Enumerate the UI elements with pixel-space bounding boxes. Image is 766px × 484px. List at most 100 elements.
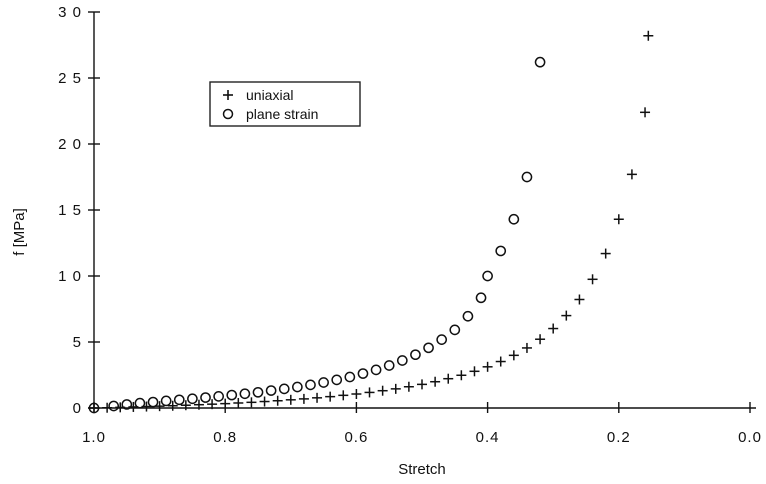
y-tick-label: 5	[73, 334, 82, 351]
data-point-uniaxial	[167, 400, 178, 411]
data-point-uniaxial	[246, 397, 257, 408]
data-point-plane-strain	[370, 364, 382, 376]
data-point-plane-strain	[121, 399, 133, 410]
data-point-plane-strain	[462, 310, 474, 322]
data-point-uniaxial	[535, 334, 546, 345]
data-point-plane-strain	[475, 292, 487, 304]
y-tick-label: 3 0	[58, 4, 82, 21]
legend: uniaxial plane strain	[209, 81, 361, 127]
data-point-uniaxial	[233, 397, 244, 408]
data-point-uniaxial	[643, 30, 654, 41]
data-point-plane-strain	[305, 379, 316, 391]
data-point-plane-strain	[278, 383, 290, 395]
y-axis-title: f [MPa]	[11, 208, 28, 256]
data-point-plane-strain	[331, 374, 343, 386]
data-point-plane-strain	[265, 385, 277, 396]
data-point-uniaxial	[626, 169, 637, 180]
series-plane-strain	[88, 56, 546, 414]
data-point-uniaxial	[587, 274, 598, 285]
data-point-plane-strain	[423, 342, 434, 354]
data-point-uniaxial	[613, 214, 624, 225]
data-point-plane-strain	[495, 245, 507, 257]
data-point-uniaxial	[390, 383, 401, 394]
data-point-plane-strain	[482, 270, 493, 282]
data-point-plane-strain	[160, 395, 172, 407]
data-point-plane-strain	[239, 388, 251, 400]
axes: 1.0 0.8 0.6 0.4 0.2 0.0 0 5 1 0 1 5 2 0 2 5 3 0	[58, 4, 762, 446]
data-point-uniaxial	[548, 323, 559, 334]
data-point-plane-strain	[213, 391, 224, 402]
data-point-plane-strain	[344, 371, 356, 383]
data-point-uniaxial	[495, 356, 506, 367]
data-point-uniaxial	[102, 402, 113, 413]
data-point-uniaxial	[600, 248, 611, 259]
data-point-plane-strain	[147, 396, 159, 408]
data-point-uniaxial	[89, 403, 99, 413]
data-point-plane-strain	[200, 392, 211, 403]
data-point-plane-strain	[318, 377, 329, 388]
x-tick-label: 0.0	[738, 429, 762, 446]
x-tick-label: 0.6	[344, 429, 368, 446]
data-point-uniaxial	[180, 400, 191, 411]
data-point-plane-strain	[252, 386, 264, 398]
data-point-uniaxial	[430, 376, 441, 387]
data-point-plane-strain	[534, 56, 546, 68]
data-point-plane-strain	[226, 389, 238, 401]
data-marks	[88, 30, 654, 414]
data-point-uniaxial	[403, 381, 414, 392]
data-point-plane-strain	[396, 355, 408, 366]
data-point-uniaxial	[443, 373, 454, 384]
data-point-uniaxial	[521, 342, 532, 353]
data-point-uniaxial	[508, 350, 519, 361]
legend-label-uniaxial: uniaxial	[246, 87, 293, 103]
data-point-uniaxial	[561, 310, 572, 321]
data-point-uniaxial	[377, 385, 388, 396]
legend-box	[209, 81, 361, 127]
x-axis-title: Stretch	[398, 461, 446, 478]
x-tick-label: 0.2	[607, 429, 631, 446]
data-point-plane-strain	[410, 349, 421, 361]
data-point-uniaxial	[351, 389, 362, 400]
legend-marker-uniaxial	[223, 90, 233, 100]
legend-label-plane-strain: plane strain	[246, 106, 318, 122]
data-point-uniaxial	[338, 390, 349, 401]
x-tick-label: 0.4	[476, 429, 500, 446]
series-uniaxial	[89, 30, 654, 413]
data-point-uniaxial	[469, 366, 480, 377]
data-point-uniaxial	[312, 392, 323, 403]
data-point-plane-strain	[108, 400, 120, 412]
data-point-plane-strain	[508, 213, 520, 225]
data-point-uniaxial	[272, 395, 283, 406]
data-point-uniaxial	[482, 361, 493, 372]
legend-marker-plane-strain	[222, 108, 234, 120]
data-point-plane-strain	[134, 397, 146, 409]
data-point-uniaxial	[259, 396, 270, 407]
y-tick-label: 1 5	[58, 202, 82, 219]
y-tick-label: 2 5	[58, 70, 82, 87]
data-point-plane-strain	[449, 324, 461, 336]
y-tick-label: 2 0	[58, 136, 82, 153]
y-tick-label: 1 0	[58, 268, 82, 285]
data-point-uniaxial	[298, 393, 309, 404]
data-point-uniaxial	[285, 394, 296, 405]
data-point-uniaxial	[207, 399, 218, 410]
data-point-uniaxial	[220, 398, 231, 409]
x-tick-label: 1.0	[82, 429, 106, 446]
data-point-plane-strain	[436, 334, 448, 345]
data-point-plane-strain	[383, 360, 395, 371]
data-point-uniaxial	[640, 107, 651, 118]
data-point-uniaxial	[456, 370, 467, 381]
data-point-plane-strain	[187, 393, 198, 405]
data-point-uniaxial	[417, 379, 427, 390]
data-point-uniaxial	[574, 294, 585, 305]
data-point-plane-strain	[88, 402, 100, 414]
data-point-plane-strain	[521, 171, 533, 183]
data-point-uniaxial	[193, 399, 204, 410]
y-tick-label: 0	[73, 400, 82, 417]
data-point-plane-strain	[357, 368, 369, 379]
data-point-uniaxial	[325, 391, 336, 402]
data-point-plane-strain	[173, 394, 185, 406]
data-point-uniaxial	[364, 387, 375, 398]
data-point-plane-strain	[292, 381, 303, 393]
